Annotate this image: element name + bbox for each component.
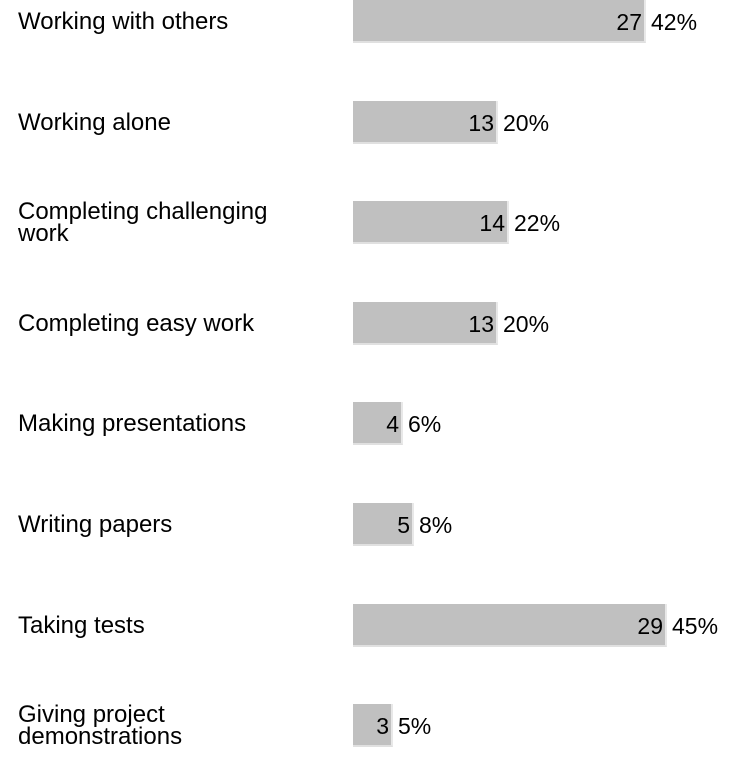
bar-value-label: 29 <box>637 613 663 639</box>
bar <box>353 402 403 445</box>
category-label-text: Completing easy work <box>18 310 255 337</box>
bar <box>353 503 414 546</box>
bar-row: Completing challenging work 14 22% <box>0 198 732 247</box>
category-label: Taking tests <box>18 604 338 648</box>
category-label: Working with others <box>18 0 338 44</box>
bar <box>353 704 393 747</box>
category-label-text: Working alone <box>18 109 171 136</box>
bar-value-label: 13 <box>468 311 494 337</box>
bar-value-label: 14 <box>479 210 505 236</box>
bar-row: Writing papers 5 8% <box>0 503 732 547</box>
bar-row: Taking tests 29 45% <box>0 604 732 648</box>
category-label: Making presentations <box>18 402 338 446</box>
category-label-text: Taking tests <box>18 612 145 639</box>
category-label: Giving project demonstrations <box>18 701 338 750</box>
category-label-text: Giving project demonstrations <box>18 701 183 750</box>
bar <box>353 101 498 144</box>
bar-row: Working with others 27 42% <box>0 0 732 44</box>
category-label-text: Working with others <box>18 8 229 35</box>
bar-percent-label: 8% <box>419 512 453 538</box>
bar-row: Completing easy work 13 20% <box>0 302 732 346</box>
bar-value-label: 27 <box>616 9 642 35</box>
bar <box>353 0 646 43</box>
bar-value-label: 4 <box>386 411 399 437</box>
bar <box>353 604 667 647</box>
bar-percent-label: 20% <box>503 110 550 136</box>
category-label-text: Making presentations <box>18 410 247 437</box>
bar-value-label: 13 <box>468 110 494 136</box>
bar-percent-label: 45% <box>672 613 719 639</box>
bar-percent-label: 22% <box>514 210 561 236</box>
bar-percent-label: 20% <box>503 311 550 337</box>
category-label: Writing papers <box>18 503 338 547</box>
bar-value-label: 3 <box>376 713 389 739</box>
category-label-text: Writing papers <box>18 511 173 538</box>
category-label-text: Completing challenging work <box>18 198 268 247</box>
category-label: Working alone <box>18 101 338 145</box>
bar-value-label: 5 <box>397 512 410 538</box>
bar-row: Giving project demonstrations 3 5% <box>0 701 732 750</box>
bar-percent-label: 6% <box>408 411 442 437</box>
bar-row: Working alone 13 20% <box>0 101 732 145</box>
category-label: Completing easy work <box>18 302 338 346</box>
bar-percent-label: 5% <box>398 713 432 739</box>
bar-row: Making presentations 4 6% <box>0 402 732 446</box>
category-label: Completing challenging work <box>18 198 338 247</box>
bar-percent-label: 42% <box>651 9 698 35</box>
bar <box>353 201 509 244</box>
bar <box>353 302 498 345</box>
